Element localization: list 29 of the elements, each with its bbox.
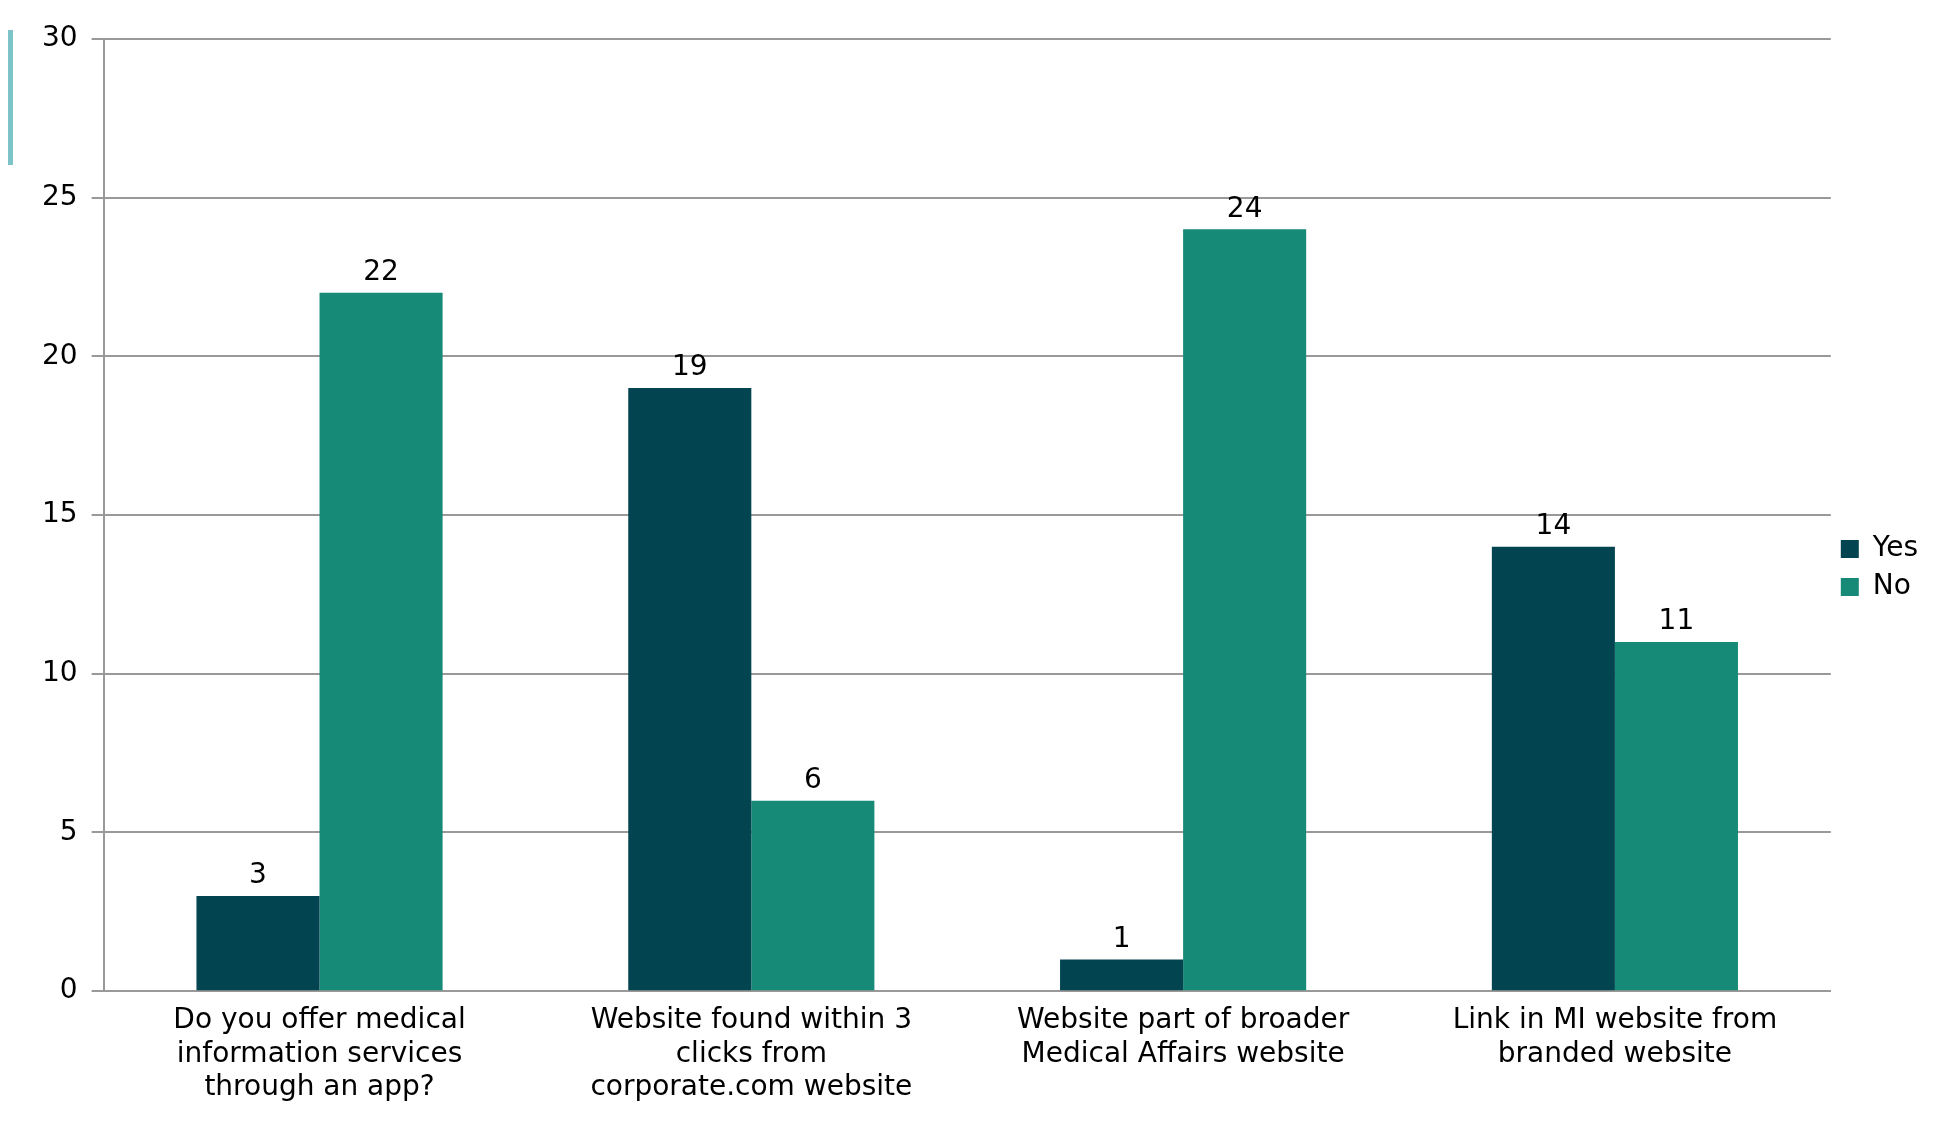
data-label: 1 <box>1112 920 1131 954</box>
data-label: 11 <box>1658 603 1695 637</box>
x-tick-label: Website part of broader Medical Affairs website <box>1017 1002 1350 1069</box>
bar <box>1183 229 1307 991</box>
y-tick-label: 25 <box>41 178 78 212</box>
y-tick-label: 5 <box>59 813 78 847</box>
data-label: 6 <box>803 762 822 795</box>
bar <box>628 388 752 991</box>
legend-label: Yes <box>1871 530 1918 564</box>
y-tick-label: 10 <box>41 655 78 689</box>
x-tick-label: Link in MI website from branded website <box>1452 1002 1778 1069</box>
data-label: 3 <box>249 857 267 891</box>
x-tick-label: Do you offer medical information services through an app? <box>173 1002 466 1103</box>
y-tick-label: 15 <box>41 496 78 530</box>
data-label: 14 <box>1535 508 1572 542</box>
legend-label: No <box>1872 568 1911 602</box>
y-tick-label: 20 <box>41 337 78 371</box>
data-label: 22 <box>363 254 399 288</box>
x-tick-label: Website found within 3 clicks from corporate.com website <box>590 1002 913 1103</box>
bar <box>1491 546 1615 991</box>
bar <box>319 292 443 991</box>
data-label: 24 <box>1226 190 1263 224</box>
bar <box>1614 641 1738 991</box>
bar <box>196 895 320 991</box>
bar <box>1060 959 1184 991</box>
data-label: 19 <box>671 349 708 383</box>
y-tick-label: 30 <box>41 20 78 54</box>
y-tick-label: 0 <box>59 972 78 1006</box>
bar <box>751 800 875 991</box>
